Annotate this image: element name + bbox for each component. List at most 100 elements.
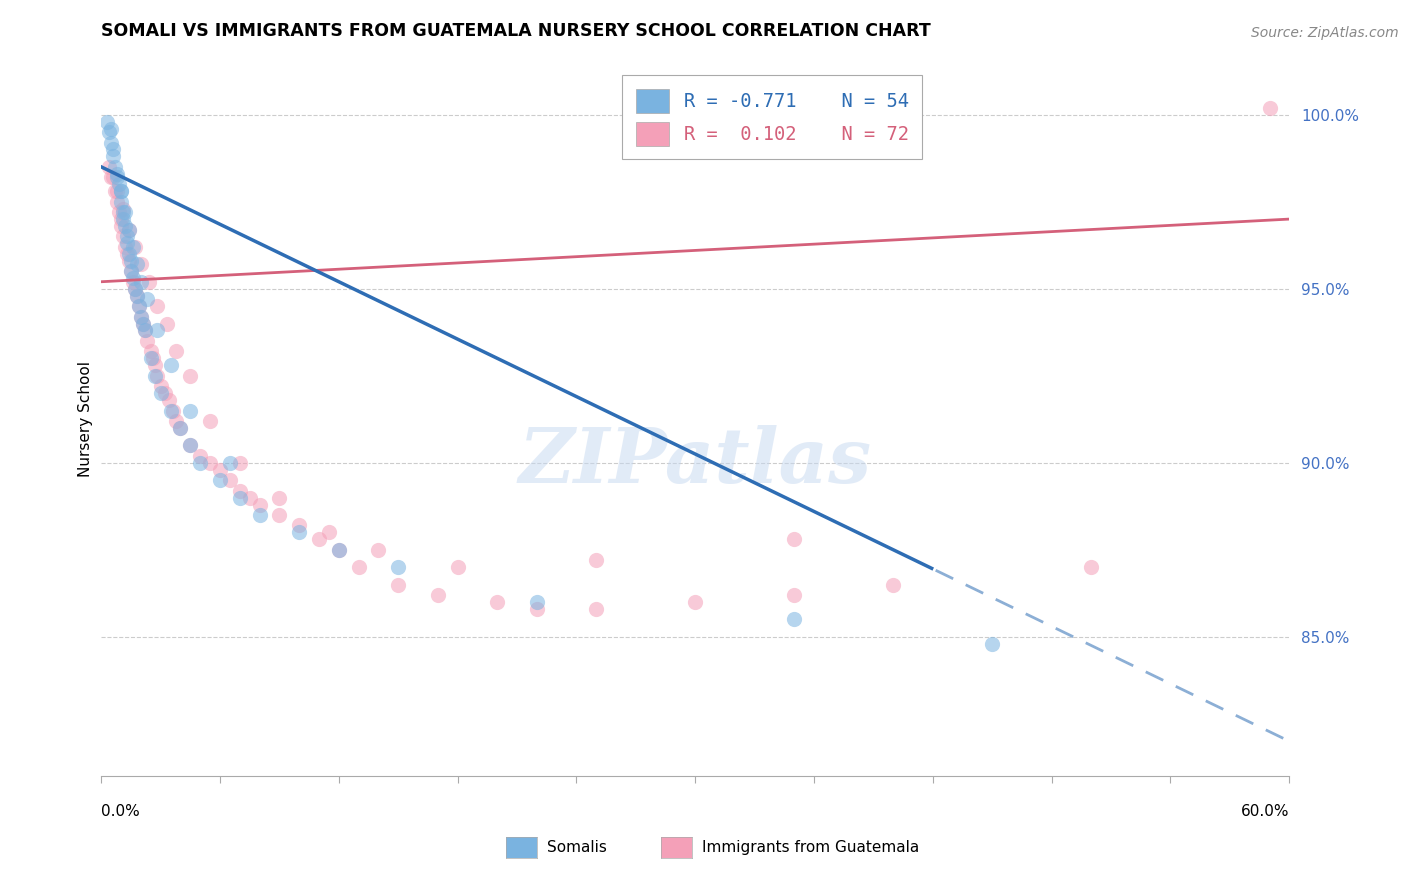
Point xyxy=(1080,560,1102,574)
Point xyxy=(139,351,162,366)
Text: 60.0%: 60.0% xyxy=(1241,805,1289,819)
Point xyxy=(162,403,184,417)
Point xyxy=(157,393,180,408)
Point xyxy=(159,403,181,417)
Point xyxy=(347,560,370,574)
Point xyxy=(110,212,132,227)
Text: Somalis: Somalis xyxy=(547,840,607,855)
Point xyxy=(115,229,138,244)
Point xyxy=(153,386,176,401)
Point xyxy=(249,508,271,522)
Point xyxy=(100,121,122,136)
Text: Source: ZipAtlas.com: Source: ZipAtlas.com xyxy=(1251,26,1399,40)
Point xyxy=(128,299,150,313)
Point xyxy=(179,438,201,452)
Point xyxy=(585,553,607,567)
Point xyxy=(124,240,146,254)
Point xyxy=(134,323,156,337)
Point xyxy=(111,212,134,227)
Point xyxy=(229,483,252,498)
Point xyxy=(308,533,330,547)
Point xyxy=(269,491,291,505)
Point xyxy=(132,317,155,331)
Point xyxy=(209,463,232,477)
Point xyxy=(129,257,152,271)
Point xyxy=(143,368,166,383)
Point xyxy=(166,344,188,359)
Point xyxy=(526,595,548,609)
Point xyxy=(328,542,350,557)
Point xyxy=(188,449,211,463)
Point xyxy=(198,456,221,470)
Point xyxy=(526,602,548,616)
Point xyxy=(100,170,122,185)
Point xyxy=(179,403,201,417)
Point xyxy=(179,368,201,383)
Point xyxy=(114,240,136,254)
Point xyxy=(120,253,142,268)
Point xyxy=(122,275,145,289)
Point xyxy=(367,542,389,557)
Point xyxy=(118,253,141,268)
Point xyxy=(101,170,124,185)
Point xyxy=(145,299,167,313)
Point xyxy=(143,359,166,373)
Legend: R = -0.771    N = 54, R =  0.102    N = 72: R = -0.771 N = 54, R = 0.102 N = 72 xyxy=(623,76,922,159)
Point xyxy=(169,421,191,435)
Point xyxy=(111,229,134,244)
Point xyxy=(138,275,160,289)
Point xyxy=(110,184,132,198)
Point xyxy=(585,602,607,616)
Point xyxy=(142,351,165,366)
Point xyxy=(685,595,707,609)
Text: ZIPatlas: ZIPatlas xyxy=(519,425,872,499)
Point xyxy=(98,160,121,174)
Point xyxy=(135,334,157,348)
Point xyxy=(783,588,806,602)
Point xyxy=(118,222,141,236)
Point xyxy=(120,264,142,278)
Point xyxy=(105,170,128,185)
Point xyxy=(114,205,136,219)
Point xyxy=(981,637,1004,651)
Point xyxy=(114,219,136,233)
Point xyxy=(269,508,291,522)
Point xyxy=(328,542,350,557)
Point xyxy=(149,386,172,401)
Point xyxy=(209,473,232,487)
Point xyxy=(134,323,156,337)
Point xyxy=(118,247,141,261)
Point xyxy=(100,136,122,150)
Point xyxy=(132,317,155,331)
Point xyxy=(129,310,152,324)
Text: Immigrants from Guatemala: Immigrants from Guatemala xyxy=(702,840,920,855)
Point xyxy=(139,344,162,359)
Point xyxy=(108,178,131,192)
Point xyxy=(387,577,409,591)
Point xyxy=(783,612,806,626)
Point xyxy=(882,577,904,591)
Point xyxy=(110,194,132,209)
Point xyxy=(108,205,131,219)
Point xyxy=(124,282,146,296)
Point xyxy=(115,236,138,251)
Point xyxy=(288,518,311,533)
Point xyxy=(98,125,121,139)
Point xyxy=(149,379,172,393)
Point xyxy=(101,149,124,163)
Point xyxy=(111,205,134,219)
Point xyxy=(145,323,167,337)
Point xyxy=(110,184,132,198)
Point xyxy=(101,143,124,157)
Point xyxy=(125,288,148,302)
Text: SOMALI VS IMMIGRANTS FROM GUATEMALA NURSERY SCHOOL CORRELATION CHART: SOMALI VS IMMIGRANTS FROM GUATEMALA NURS… xyxy=(101,22,931,40)
Point xyxy=(169,421,191,435)
Point xyxy=(135,292,157,306)
Point xyxy=(129,310,152,324)
Point xyxy=(318,525,340,540)
Point xyxy=(145,368,167,383)
Point xyxy=(486,595,509,609)
Point xyxy=(125,288,148,302)
Point xyxy=(229,456,252,470)
Point xyxy=(105,194,128,209)
